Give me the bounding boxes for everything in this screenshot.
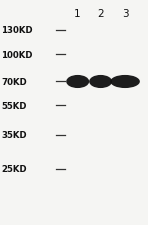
Ellipse shape (66, 76, 89, 89)
Ellipse shape (89, 76, 112, 89)
Text: 1: 1 (74, 9, 80, 19)
Text: 35KD: 35KD (1, 130, 27, 140)
Text: 70KD: 70KD (1, 78, 27, 87)
Text: 25KD: 25KD (1, 164, 27, 173)
Text: 2: 2 (97, 9, 104, 19)
Ellipse shape (110, 76, 140, 89)
Text: 100KD: 100KD (1, 51, 33, 60)
Text: 3: 3 (123, 9, 129, 19)
Text: 55KD: 55KD (1, 101, 27, 110)
Text: 130KD: 130KD (1, 26, 33, 35)
